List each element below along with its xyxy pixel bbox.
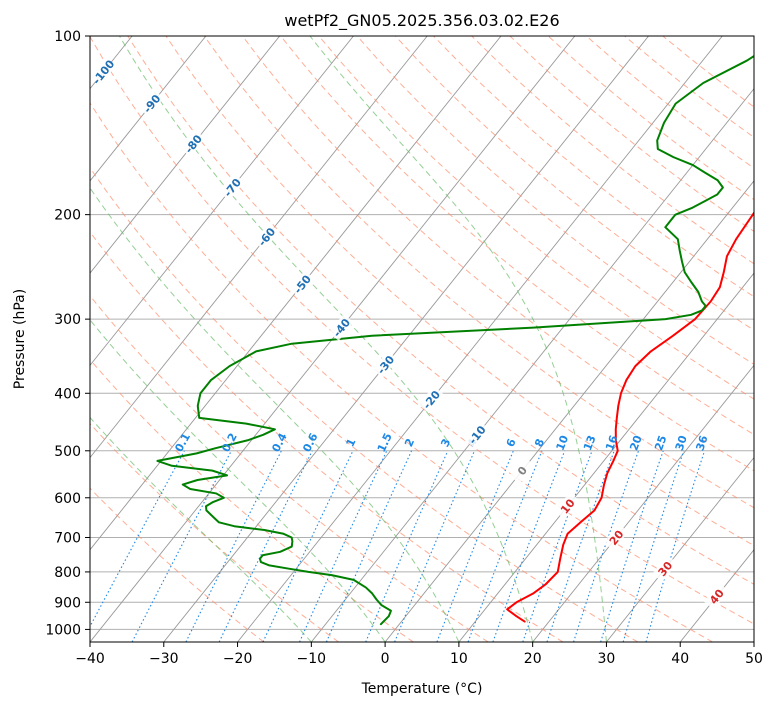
dry-adiabat	[90, 294, 489, 642]
isotherm-label-bg	[253, 223, 279, 250]
isotherm-label-bg	[289, 270, 315, 298]
dry-adiabat	[90, 358, 414, 642]
isotherm-line	[90, 36, 207, 182]
mixing-ratio-label: 10	[554, 433, 572, 452]
y-axis-label: Pressure (hPa)	[12, 289, 28, 389]
isotherm-label-bg	[603, 523, 629, 551]
dry-adiabat	[90, 102, 713, 642]
x-tick-label: −40	[75, 651, 105, 667]
y-tick-label: 1000	[45, 622, 81, 638]
isotherm-label-bg	[418, 385, 444, 413]
mixing-ratio-line	[365, 450, 449, 642]
mixing-ratio-line	[522, 450, 593, 642]
dry-adiabat	[394, 36, 754, 331]
y-tick-label: 700	[54, 531, 81, 547]
dry-adiabat	[356, 36, 754, 365]
dry-adiabat	[90, 231, 564, 642]
y-tick-label: 500	[54, 444, 81, 460]
x-tick-label: 50	[745, 651, 763, 667]
dry-adiabat	[90, 36, 754, 625]
dry-adiabat	[165, 36, 754, 547]
mixing-ratio-line	[546, 450, 615, 642]
mixing-ratio-line	[467, 450, 543, 642]
mixing-ratio-label: 13	[581, 433, 599, 452]
mixing-ratio-line	[394, 450, 475, 642]
isotherm-line	[163, 36, 649, 642]
x-tick-label: −30	[149, 651, 179, 667]
mixing-ratio-line	[600, 450, 664, 642]
mixing-ratio-label: 16	[603, 433, 621, 452]
isotherm-line	[90, 36, 502, 551]
mixing-ratio-line	[325, 450, 413, 642]
x-tick-label: −20	[223, 651, 253, 667]
y-tick-label: 600	[54, 491, 81, 507]
isotherm-label-bg	[180, 130, 206, 158]
isotherm-label-bg	[372, 350, 398, 378]
y-tick-label: 900	[54, 595, 81, 611]
mixing-ratio-label: 25	[652, 434, 669, 453]
x-tick-label: 30	[597, 651, 615, 667]
isotherm-line	[384, 180, 754, 642]
x-tick-label: 10	[450, 651, 468, 667]
dewpoint-profile	[156, 54, 754, 626]
mixing-ratio-label: 30	[673, 433, 690, 452]
mixing-ratio-label: 36	[694, 433, 711, 452]
dry-adiabat	[127, 36, 754, 585]
isotherm-label-bg	[509, 456, 535, 484]
x-tick-label: −10	[297, 651, 327, 667]
isotherm-label-bg	[554, 492, 580, 520]
mixing-ratio-line	[90, 450, 185, 628]
isotherm-label-bg	[464, 421, 490, 448]
series-layer	[156, 54, 754, 626]
moist-adiabat	[309, 36, 607, 642]
mixing-ratio-line	[622, 450, 685, 642]
dry-adiabat	[318, 36, 754, 400]
dry-adiabat	[90, 166, 639, 642]
mixing-ratio-label: 20	[627, 433, 645, 452]
isotherm-line	[458, 272, 754, 642]
isotherm-label-bg	[328, 313, 354, 341]
mixing-ratio-line	[645, 450, 706, 642]
isotherm-label-bg	[652, 554, 678, 582]
axis-layer: −40 −30 −20 −10 0 10 20 30 40 50 100 200 300 400 500 60…	[45, 29, 763, 667]
y-tick-label: 100	[54, 29, 81, 45]
mixing-ratio-line	[492, 450, 566, 642]
plot-frame	[89, 35, 755, 643]
isotherm-label-bg	[219, 173, 245, 201]
x-tick-label: 0	[381, 651, 390, 667]
x-axis-label: Temperature (°C)	[361, 681, 483, 697]
mixing-ratio-line	[573, 450, 640, 642]
temperature-profile	[506, 211, 754, 623]
isotherm-label-bg	[703, 582, 729, 610]
y-tick-label: 800	[54, 565, 81, 581]
y-tick-label: 300	[54, 312, 81, 328]
moist-adiabat	[90, 319, 386, 642]
dry-adiabat	[280, 36, 754, 436]
mixing-ratio-line	[185, 450, 282, 642]
isotherm-line	[90, 36, 428, 459]
isotherm-line	[90, 36, 354, 367]
x-tick-label: 40	[671, 651, 689, 667]
x-tick-label: 20	[524, 651, 542, 667]
mixing-ratio-line	[436, 450, 514, 642]
dry-adiabat	[203, 36, 754, 509]
y-tick-label: 200	[54, 208, 81, 224]
isotherm-label-bg	[138, 89, 164, 117]
chart-title: wetPf2_GN05.2025.356.03.02.E26	[284, 11, 559, 31]
isotherm-line	[606, 456, 754, 642]
dry-adiabat	[90, 422, 339, 642]
mixing-ratio-label: 8	[532, 437, 547, 449]
isotherm-line	[237, 36, 723, 642]
moist-adiabat	[90, 187, 460, 642]
isotherm-label-bg	[90, 58, 116, 86]
mixing-ratio-line	[218, 450, 313, 642]
y-tick-label: 400	[54, 386, 81, 402]
